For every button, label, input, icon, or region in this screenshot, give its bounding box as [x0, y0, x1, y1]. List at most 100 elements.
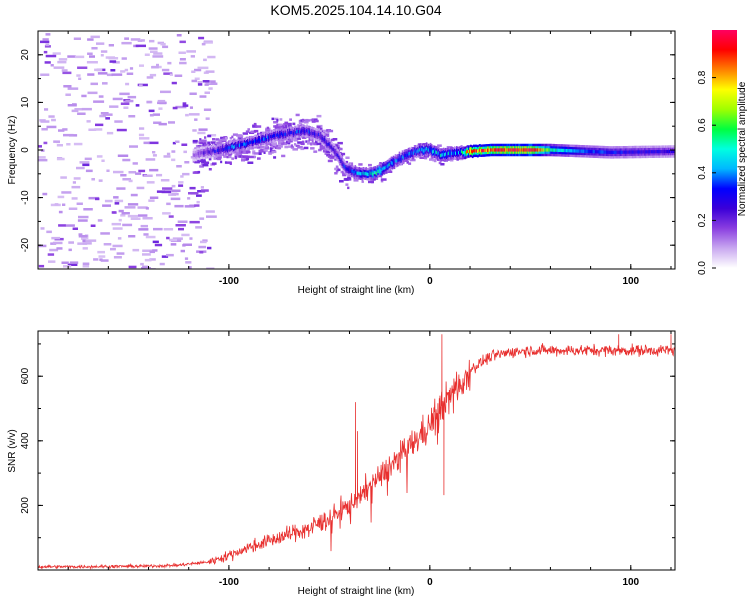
noise-cell — [182, 172, 190, 176]
heat-cell — [347, 186, 350, 190]
noise-cell — [45, 54, 57, 58]
noise-cell — [82, 265, 90, 268]
noise-cell — [62, 203, 66, 206]
heat-cell — [505, 148, 507, 152]
heat-cell — [372, 178, 376, 181]
heat-cell — [565, 148, 568, 153]
heat-cell — [537, 148, 539, 152]
heat-cell — [440, 153, 443, 157]
heat-cell — [450, 151, 453, 155]
heat-cell — [587, 149, 590, 154]
heat-cell — [209, 149, 212, 153]
noise-cell — [81, 237, 87, 240]
heat-cell — [408, 162, 412, 165]
heat-cell — [521, 148, 523, 152]
heat-cell — [609, 150, 612, 154]
heat-cell — [372, 172, 375, 177]
noise-cell — [198, 128, 208, 131]
heat-cell — [356, 171, 359, 175]
noise-cell — [197, 81, 203, 84]
noise-cell — [77, 66, 88, 69]
heat-cell — [559, 148, 562, 152]
heat-cell — [318, 127, 323, 131]
heat-cell — [226, 161, 232, 164]
heat-cell — [322, 137, 324, 141]
heat-cell — [311, 120, 316, 123]
heat-cell — [326, 150, 331, 154]
heat-cell — [245, 150, 251, 154]
noise-cell — [97, 72, 108, 75]
heat-cell — [445, 153, 448, 157]
heat-cell — [250, 130, 256, 133]
noise-cell — [127, 214, 138, 218]
heat-cell — [248, 141, 250, 145]
heat-cell — [213, 157, 220, 160]
heat-cell — [245, 130, 249, 133]
noise-cell — [58, 224, 66, 227]
heat-cell — [212, 148, 215, 152]
heat-cell — [323, 138, 325, 142]
heat-cell — [475, 149, 477, 153]
heat-cell — [215, 138, 220, 141]
noise-cell — [72, 181, 76, 184]
heat-cell — [196, 152, 199, 156]
heat-cell — [579, 149, 582, 153]
noise-cell — [76, 202, 83, 205]
heat-cell — [601, 150, 604, 154]
heat-cell — [368, 163, 372, 167]
heat-cell — [655, 150, 658, 154]
heat-cell — [224, 147, 227, 151]
heat-cell — [273, 121, 279, 124]
heat-cell — [202, 151, 205, 155]
spectrogram-xlabel: Height of straight line (km) — [298, 285, 415, 296]
noise-cell — [65, 224, 75, 227]
heat-cell — [301, 129, 303, 133]
noise-cell — [152, 154, 157, 157]
heat-cell — [416, 149, 419, 153]
heat-cell — [599, 150, 602, 154]
heat-cell — [202, 160, 205, 164]
heat-cell — [257, 146, 263, 149]
heat-cell — [274, 134, 276, 138]
noise-cell — [138, 84, 143, 87]
noise-cell — [172, 237, 183, 240]
noise-cell — [205, 210, 215, 213]
noise-cell — [146, 181, 155, 184]
noise-cell — [108, 44, 114, 47]
heat-cell — [437, 151, 440, 155]
y-tick-label: 20 — [20, 49, 31, 61]
noise-cell — [56, 157, 65, 161]
heat-cell — [329, 155, 332, 158]
heat-cell — [335, 165, 339, 168]
noise-cell — [97, 219, 103, 222]
heat-cell — [228, 153, 231, 156]
heat-cell — [514, 148, 516, 152]
heat-cell — [310, 147, 315, 150]
heat-cell — [204, 161, 210, 164]
heat-cell — [232, 145, 235, 150]
heat-cell — [334, 167, 340, 171]
heat-cell — [231, 135, 234, 139]
noise-cell — [83, 208, 93, 211]
noise-cell — [79, 161, 90, 164]
noise-cell — [124, 37, 129, 40]
heat-cell — [295, 144, 300, 148]
noise-cell — [183, 150, 187, 154]
noise-cell — [98, 255, 106, 258]
heat-cell — [294, 139, 298, 142]
heat-cell — [616, 150, 619, 154]
heat-cell — [506, 148, 508, 152]
heat-cell — [326, 142, 328, 146]
heat-cell — [340, 159, 342, 163]
heat-cell — [232, 133, 238, 136]
heat-cell — [659, 150, 662, 154]
figure-title: KOM5.2025.104.14.10.G04 — [270, 2, 441, 18]
noise-cell — [85, 239, 97, 242]
noise-cell — [200, 240, 207, 244]
noise-cell — [138, 228, 149, 231]
noise-cell — [145, 235, 156, 239]
heat-cell — [574, 149, 577, 153]
heat-cell — [582, 149, 585, 153]
heat-cell — [534, 148, 536, 152]
heat-cell — [466, 150, 468, 154]
